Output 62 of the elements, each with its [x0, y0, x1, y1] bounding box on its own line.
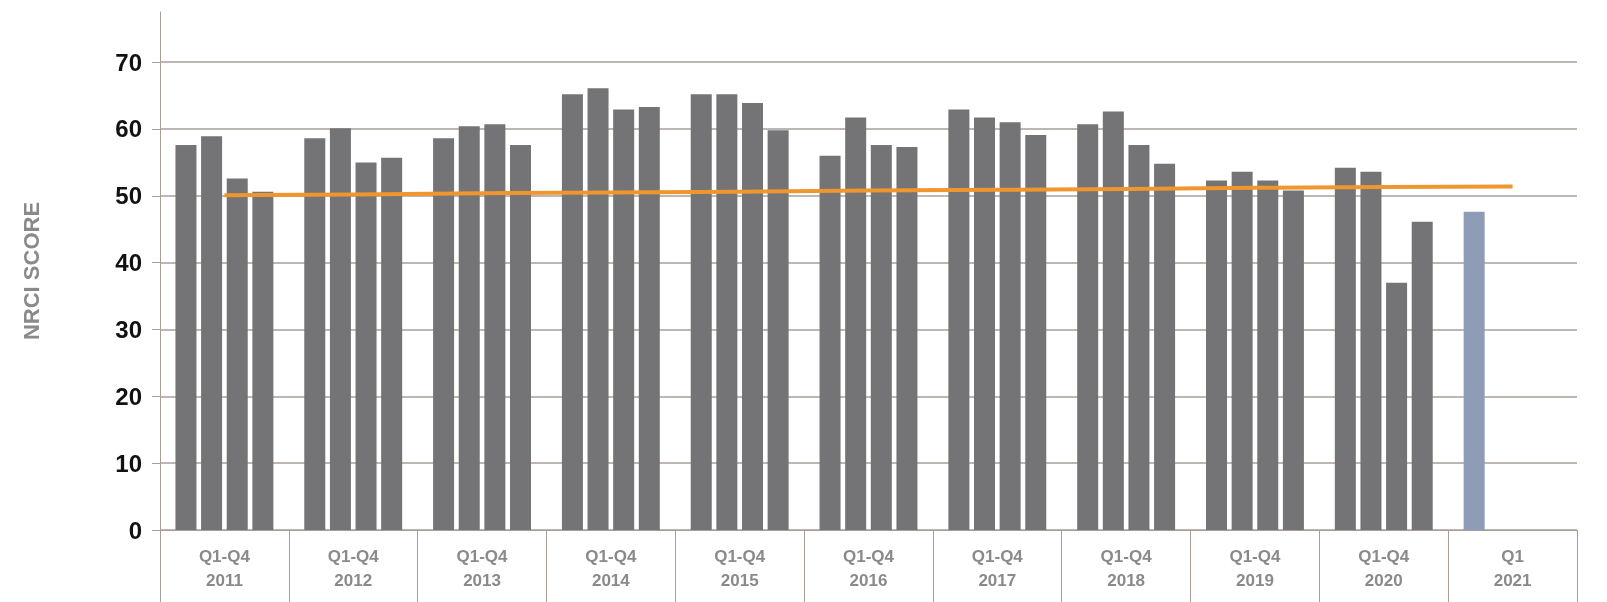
bar	[329, 128, 351, 530]
y-tick-label: 20	[115, 382, 142, 410]
bar	[381, 157, 403, 530]
bar	[613, 109, 635, 530]
bar	[1282, 190, 1304, 530]
x-tick-label: Q1-Q4 2019	[1229, 546, 1281, 590]
bar	[1231, 171, 1253, 530]
bar	[175, 145, 197, 530]
bar	[201, 136, 223, 530]
bar	[1154, 163, 1176, 530]
bar	[226, 178, 248, 530]
bar	[845, 117, 867, 530]
bar	[1206, 180, 1228, 530]
bar	[1102, 111, 1124, 530]
bar	[948, 109, 970, 530]
bar	[1128, 145, 1150, 530]
bar	[716, 94, 738, 530]
bar	[484, 124, 506, 530]
bar	[690, 94, 712, 530]
x-tick-label: Q1-Q4 2016	[842, 546, 895, 590]
bar	[1411, 221, 1433, 530]
x-tick-label: Q1-Q4 2020	[1358, 546, 1410, 590]
y-tick-label: 60	[115, 115, 142, 143]
bar	[999, 122, 1021, 530]
bar	[1257, 180, 1279, 530]
bar	[561, 94, 583, 530]
y-tick-label: 50	[115, 182, 142, 210]
x-tick-label: Q1 2021	[1493, 546, 1532, 590]
bar	[587, 88, 609, 530]
bar	[767, 130, 789, 530]
bar	[974, 117, 996, 530]
y-tick-label: 70	[115, 48, 142, 76]
bar	[1386, 282, 1408, 530]
bar	[304, 138, 326, 530]
bar	[458, 126, 480, 530]
bar	[509, 145, 531, 530]
y-tick-label: 0	[128, 516, 142, 544]
x-tick-label: Q1-Q4 2018	[1100, 546, 1153, 590]
x-tick-label: Q1-Q4 2011	[198, 546, 251, 590]
bar	[1463, 211, 1485, 530]
bar	[896, 147, 918, 530]
x-tick-label: Q1-Q4 2017	[971, 546, 1024, 590]
bar	[1077, 124, 1099, 530]
x-tick-label: Q1-Q4 2014	[585, 546, 637, 590]
bar	[638, 106, 660, 530]
x-tick-label: Q1-Q4 2012	[327, 546, 380, 590]
bar	[1334, 167, 1356, 530]
y-axis-title: NRCI SCORE	[18, 201, 44, 341]
bar	[870, 145, 892, 530]
bar	[355, 162, 377, 530]
y-tick-label: 40	[115, 249, 142, 277]
x-tick-label: Q1-Q4 2015	[714, 546, 766, 590]
line-series	[222, 184, 1515, 198]
y-tick-label: 10	[115, 449, 142, 477]
bar	[252, 191, 274, 530]
y-tick-label: 30	[115, 315, 142, 343]
bar	[1360, 171, 1382, 530]
x-tick-label: Q1-Q4 2013	[456, 546, 509, 590]
bar	[433, 138, 455, 530]
bar	[1025, 134, 1047, 530]
bar	[741, 102, 763, 530]
bar	[819, 155, 841, 530]
